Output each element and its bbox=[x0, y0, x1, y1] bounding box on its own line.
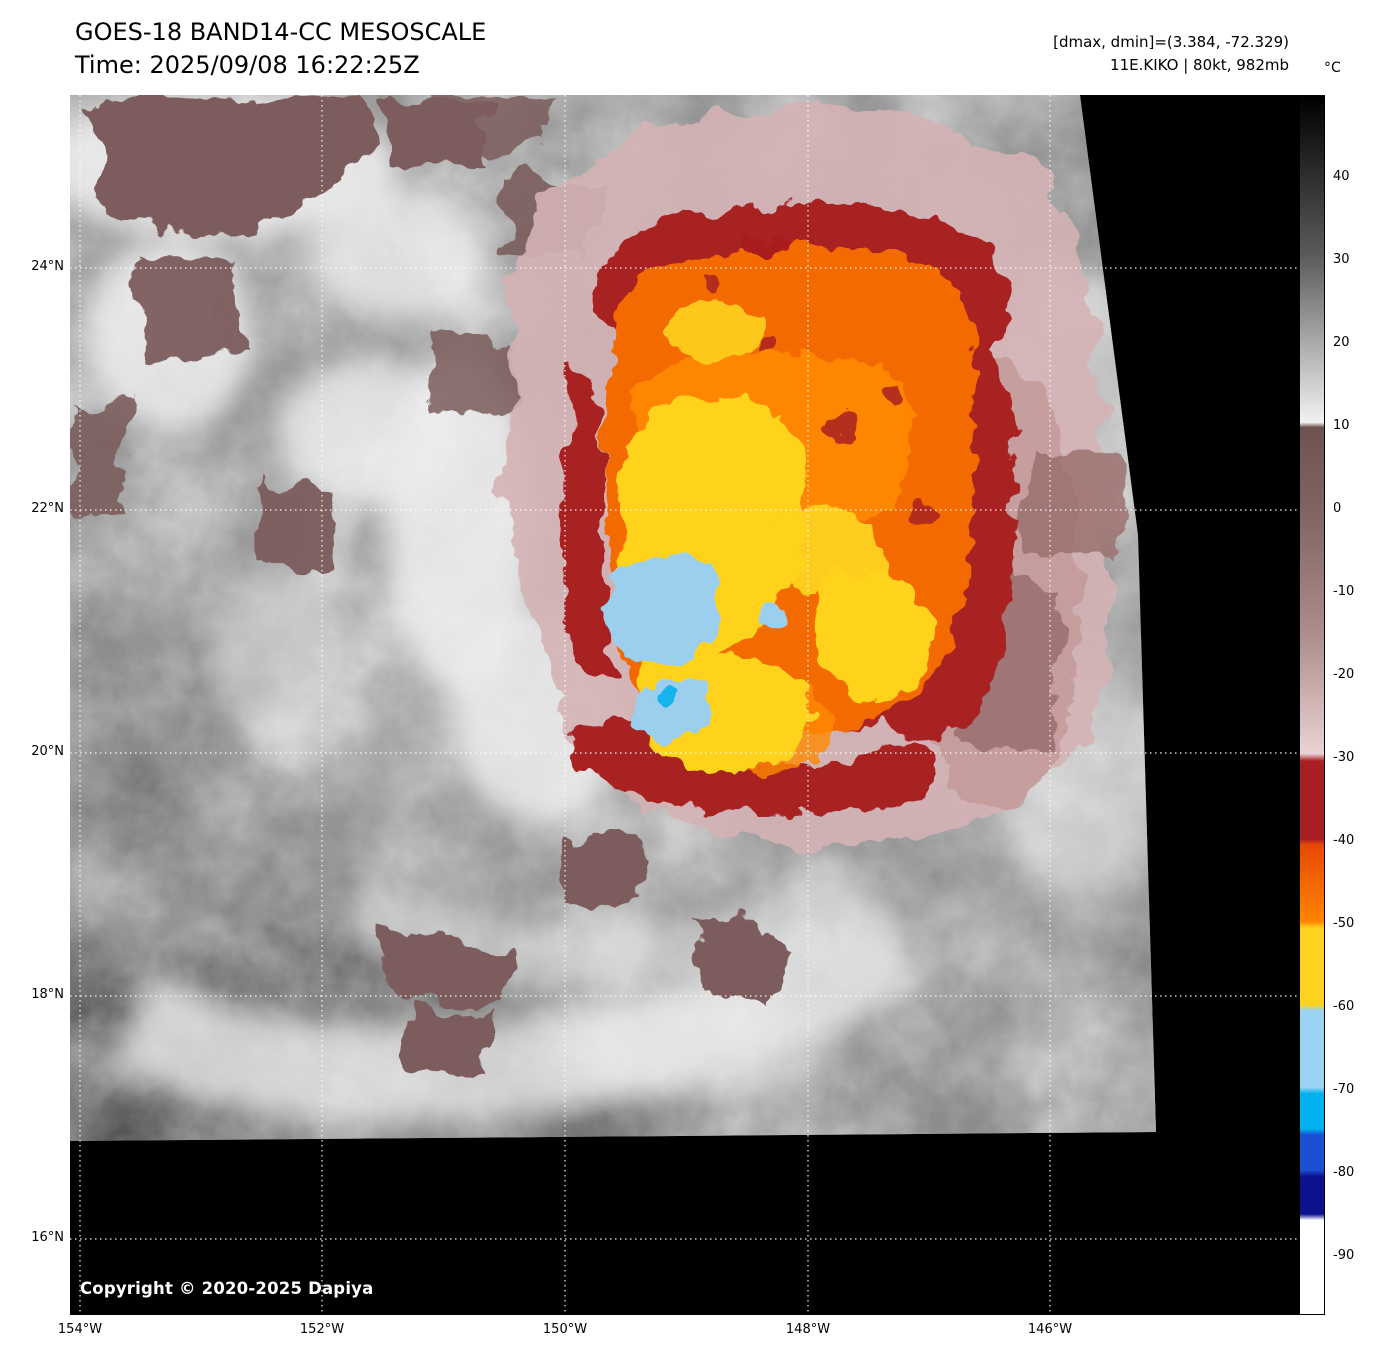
latitude-label: 24°N bbox=[31, 259, 64, 274]
colorbar-tick: -80 bbox=[1333, 1165, 1355, 1180]
annotation-block: [dmax, dmin]=(3.384, -72.329) 11E.KIKO |… bbox=[1053, 31, 1289, 76]
warm-cloud-patches bbox=[72, 97, 782, 1077]
title-block: GOES-18 BAND14-CC MESOSCALE Time: 2025/0… bbox=[75, 18, 486, 79]
storm-info-annotation: 11E.KIKO | 80kt, 982mb bbox=[1110, 55, 1289, 74]
colorbar-tick: -40 bbox=[1333, 833, 1355, 848]
map-swath bbox=[70, 95, 1156, 1141]
longitude-label: 148°W bbox=[785, 1322, 831, 1337]
figure-title: GOES-18 BAND14-CC MESOSCALE bbox=[75, 18, 487, 46]
colorbar-tick: 0 bbox=[1333, 501, 1342, 516]
colorbar-tick: 10 bbox=[1333, 418, 1350, 433]
plot-area bbox=[70, 95, 1300, 1315]
colorbar-tick: -90 bbox=[1333, 1248, 1355, 1263]
longitude-label: 152°W bbox=[299, 1322, 345, 1337]
colorbar-tick: -50 bbox=[1333, 916, 1355, 931]
colorbar-unit-label: °C bbox=[1324, 60, 1341, 76]
colorbar-tick: 40 bbox=[1333, 169, 1350, 184]
longitude-label: 150°W bbox=[542, 1322, 588, 1337]
colorbar-tick: 20 bbox=[1333, 335, 1350, 350]
copyright-watermark: Copyright © 2020-2025 Dapiya bbox=[80, 1279, 374, 1298]
cold-core-blue bbox=[602, 556, 783, 743]
longitude-label: 146°W bbox=[1027, 1322, 1073, 1337]
dmax-dmin-annotation: [dmax, dmin]=(3.384, -72.329) bbox=[1053, 33, 1289, 51]
red-speckles bbox=[702, 277, 932, 527]
colorbar-tick: -30 bbox=[1333, 750, 1355, 765]
latitude-label: 22°N bbox=[31, 501, 64, 516]
colorbar-tick: 30 bbox=[1333, 252, 1350, 267]
latitude-label: 20°N bbox=[31, 744, 64, 759]
colorbar-tick: -70 bbox=[1333, 1082, 1355, 1097]
longitude-label: 154°W bbox=[57, 1322, 103, 1337]
colorbar-tick: -60 bbox=[1333, 999, 1355, 1014]
graticule bbox=[70, 95, 1300, 1315]
temperature-colorbar bbox=[1299, 95, 1325, 1315]
figure-time: Time: 2025/09/08 16:22:25Z bbox=[75, 51, 420, 79]
satellite-image bbox=[70, 95, 1300, 1315]
latitude-label: 16°N bbox=[31, 1230, 64, 1245]
colorbar-tick: -10 bbox=[1333, 584, 1355, 599]
colorbar-tick: -20 bbox=[1333, 667, 1355, 682]
latitude-label: 18°N bbox=[31, 987, 64, 1002]
